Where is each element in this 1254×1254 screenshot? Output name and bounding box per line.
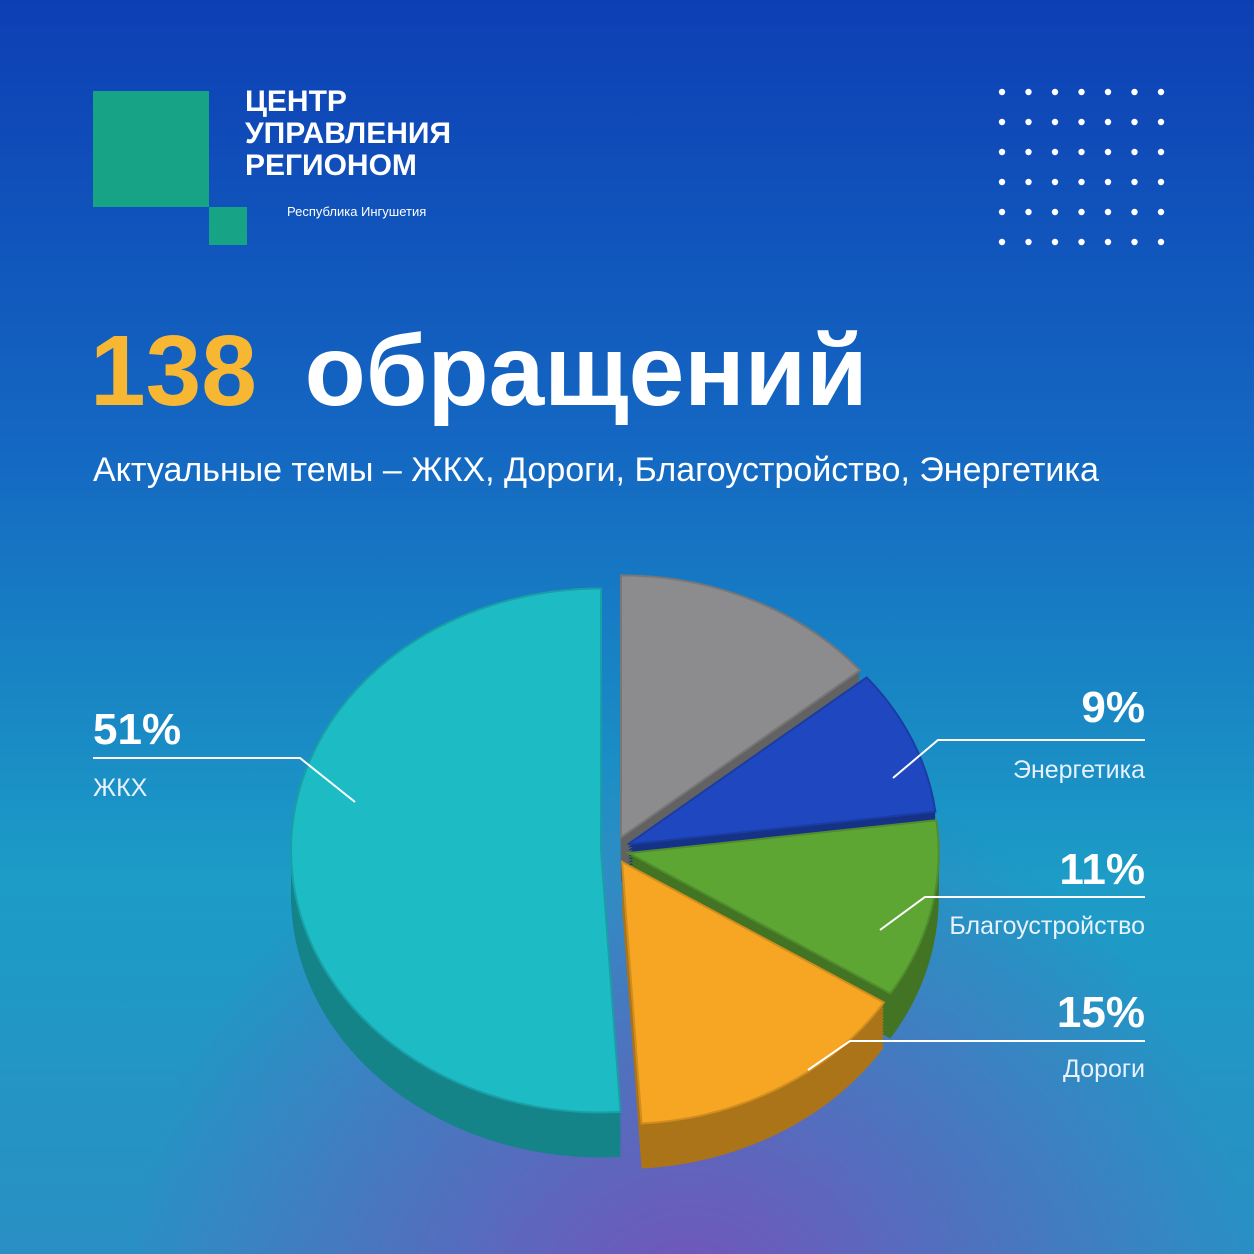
dot	[1104, 148, 1112, 156]
dot	[1025, 88, 1032, 96]
logo-square-small	[209, 207, 247, 245]
logo-square	[93, 91, 209, 207]
slice	[619, 574, 862, 840]
dot-grid	[998, 88, 1165, 246]
dot	[1104, 208, 1112, 216]
dot	[1051, 118, 1059, 126]
dot	[1051, 238, 1059, 246]
dot	[1131, 118, 1138, 126]
dot	[1051, 148, 1059, 156]
subtitle: Актуальные темы – ЖКХ, Дороги, Благоустр…	[93, 451, 1099, 489]
slice	[627, 676, 937, 846]
dot	[1078, 118, 1085, 126]
leader-line	[879, 896, 1145, 931]
dot	[1131, 238, 1138, 246]
category-label: Энергетика	[1013, 756, 1145, 784]
dot	[998, 208, 1006, 216]
title-text: обращений	[305, 315, 868, 427]
dot	[1025, 208, 1032, 216]
dot	[1157, 208, 1165, 216]
leader-line	[892, 739, 1145, 779]
dot	[1078, 238, 1085, 246]
slice	[620, 860, 886, 1125]
dot	[1025, 148, 1032, 156]
dot	[1131, 88, 1138, 96]
value-label: 9%	[1081, 683, 1145, 732]
dot	[1104, 178, 1112, 186]
dot	[998, 238, 1006, 246]
dot	[1078, 208, 1085, 216]
logo-line: ЦЕНТР	[245, 85, 347, 118]
value-label: 51%	[93, 705, 181, 754]
dot	[1025, 238, 1032, 246]
dot	[998, 148, 1006, 156]
labels: 9% Энергетика 11% Благоустройство 15% Дороги 5…	[93, 683, 1145, 1083]
logo-line: РЕГИОНОМ	[245, 149, 417, 182]
pie	[289, 574, 940, 1169]
category-label: Дороги	[1063, 1055, 1145, 1083]
dot	[1078, 148, 1085, 156]
dot	[1157, 238, 1165, 246]
dot	[998, 118, 1006, 126]
dot	[1131, 148, 1138, 156]
category-label: Благоустройство	[949, 912, 1145, 940]
title-count: 138	[90, 315, 257, 427]
dot	[998, 178, 1006, 186]
logo-text: ЦЕНТР УПРАВЛЕНИЯ РЕГИОНОМ	[245, 85, 451, 182]
dot	[1157, 148, 1165, 156]
dot	[1157, 178, 1165, 186]
dot	[1025, 118, 1032, 126]
leader-line	[93, 757, 356, 803]
logo-line: УПРАВЛЕНИЯ	[245, 117, 451, 150]
dot	[1131, 178, 1138, 186]
category-label: ЖКХ	[93, 774, 148, 802]
dot	[1104, 88, 1112, 96]
region: Республика Ингушетия	[287, 204, 426, 219]
dot	[1078, 178, 1085, 186]
dot	[1157, 88, 1165, 96]
value-label: 11%	[1059, 845, 1145, 894]
dot	[998, 88, 1006, 96]
dot	[1104, 118, 1112, 126]
title: 138 обращений	[90, 315, 868, 427]
dot	[1051, 178, 1059, 186]
value-label: 15%	[1057, 988, 1145, 1037]
slice	[289, 587, 622, 1114]
dot	[1025, 178, 1032, 186]
slice	[625, 819, 940, 995]
dot	[1157, 118, 1165, 126]
dot	[1078, 88, 1085, 96]
leader-line	[807, 1040, 1145, 1071]
dot	[1131, 208, 1138, 216]
dot	[1104, 238, 1112, 246]
dot	[1051, 208, 1059, 216]
dot	[1051, 88, 1059, 96]
